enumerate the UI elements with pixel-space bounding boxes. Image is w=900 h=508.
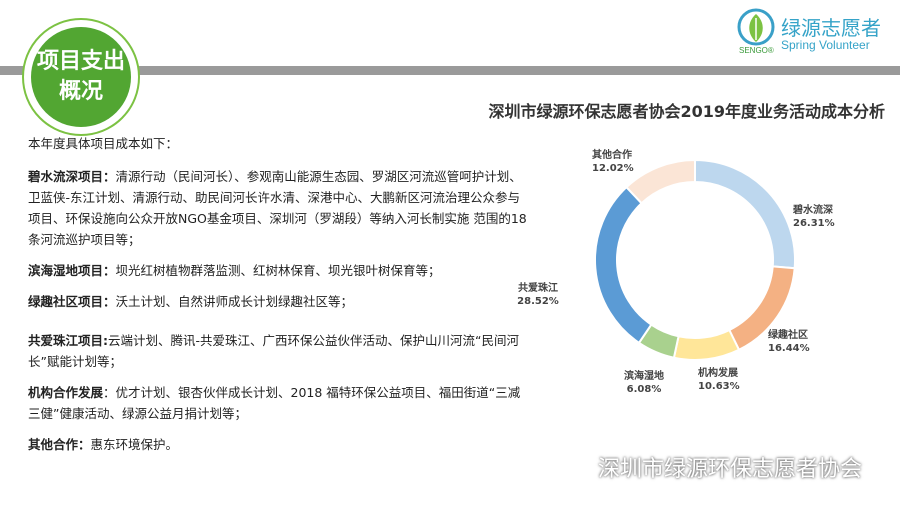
footer-text: 深圳市绿源环保志愿者协会	[598, 457, 863, 482]
header-divider-bar	[0, 66, 900, 75]
item-text: 坝光红树植物群落监测、红树林保育、坝光银叶树保育等；	[115, 263, 441, 278]
list-item-lvqu: 绿趣社区项目：沃土计划、自然讲师成长计划绿趣社区等；	[28, 291, 528, 312]
intro-text: 本年度具体项目成本如下：	[28, 136, 179, 151]
section-badge: 项目支出 概况	[22, 18, 140, 136]
badge-line1: 项目支出	[36, 49, 125, 74]
item-label: 共爱珠江项目:	[28, 333, 108, 348]
cost-donut-chart: 碧水流深 26.31% 绿趣社区 16.44% 机构发展 10.63% 滨海湿地 6.08% 共…	[517, 148, 835, 395]
badge-line2: 概况	[58, 79, 103, 104]
item-label: 绿趣社区项目：	[28, 294, 116, 309]
donut-slice	[594, 185, 653, 345]
list-item-binhai: 滨海湿地项目：坝光红树植物群落监测、红树林保育、坝光银叶树保育等；	[28, 260, 528, 281]
slice-name-label: 绿趣社区	[768, 328, 808, 341]
donut-slice	[672, 328, 741, 361]
section-badge-inner: 项目支出 概况	[31, 27, 131, 127]
list-item-jigou: 机构合作发展：优才计划、银杏伙伴成长计划、2018 福特环保公益项目、福田街道“…	[28, 382, 528, 424]
slice-value-label: 28.52%	[517, 296, 559, 307]
item-label: 碧水流深项目：	[28, 169, 116, 184]
slice-name-label: 滨海湿地	[624, 369, 664, 382]
slice-value-label: 6.08%	[627, 384, 662, 395]
footer-watermark: 深圳市绿源环保志愿者协会	[560, 452, 862, 482]
slice-name-label: 碧水流深	[792, 203, 833, 216]
slice-value-label: 16.44%	[768, 343, 810, 354]
item-text: ：优才计划、银杏伙伴成长计划、2018 福特环保公益项目、福田街道“三减三健”健…	[28, 385, 521, 421]
logo-sengo-text: SENGO®	[739, 46, 774, 55]
slice-value-label: 26.31%	[793, 218, 835, 229]
slice-value-label: 10.63%	[698, 381, 740, 392]
chart-title: 深圳市绿源环保志愿者协会2019年度业务活动成本分析	[488, 102, 885, 121]
donut-slice	[694, 158, 796, 270]
list-item-other: 其他合作：惠东环境保护。	[28, 434, 528, 455]
list-item-bishui: 碧水流深项目：清源行动（民间河长）、参观南山能源生态园、罗湖区河流巡管呵护计划、…	[28, 166, 528, 250]
list-item-gongai: 共爱珠江项目:云端计划、腾讯-共爱珠江、广西环保公益伙伴活动、保护山川河流“民间…	[28, 330, 528, 372]
org-logo: SENGO® 绿源志愿者 Spring Volunteer	[737, 6, 897, 58]
project-list: 本年度具体项目成本如下： 碧水流深项目：清源行动（民间河长）、参观南山能源生态园…	[28, 133, 528, 465]
slice-name-label: 共爱珠江	[518, 281, 558, 294]
wechat-icon	[560, 456, 589, 478]
item-label: 滨海湿地项目：	[28, 263, 116, 278]
item-text: 沃土计划、自然讲师成长计划绿趣社区等；	[115, 294, 354, 309]
slice-name-label: 机构发展	[698, 366, 738, 379]
item-text: 云端计划、腾讯-共爱珠江、广西环保公益伙伴活动、保护山川河流“民间河长”赋能计划…	[28, 333, 519, 369]
logo-chinese-name: 绿源志愿者	[781, 16, 881, 40]
donut-slice	[625, 158, 696, 205]
item-label: 其他合作：	[28, 437, 91, 452]
item-text: 惠东环境保护。	[90, 437, 179, 452]
item-text: 清源行动（民间河长）、参观南山能源生态园、罗湖区河流巡管呵护计划、卫蓝侠-东江计…	[28, 169, 527, 247]
slice-value-label: 12.02%	[592, 163, 634, 174]
logo-english-name: Spring Volunteer	[781, 38, 870, 52]
slice-name-label: 其他合作	[592, 148, 632, 161]
leaf-logo-icon	[737, 8, 775, 46]
item-label: 机构合作发展	[28, 385, 104, 400]
